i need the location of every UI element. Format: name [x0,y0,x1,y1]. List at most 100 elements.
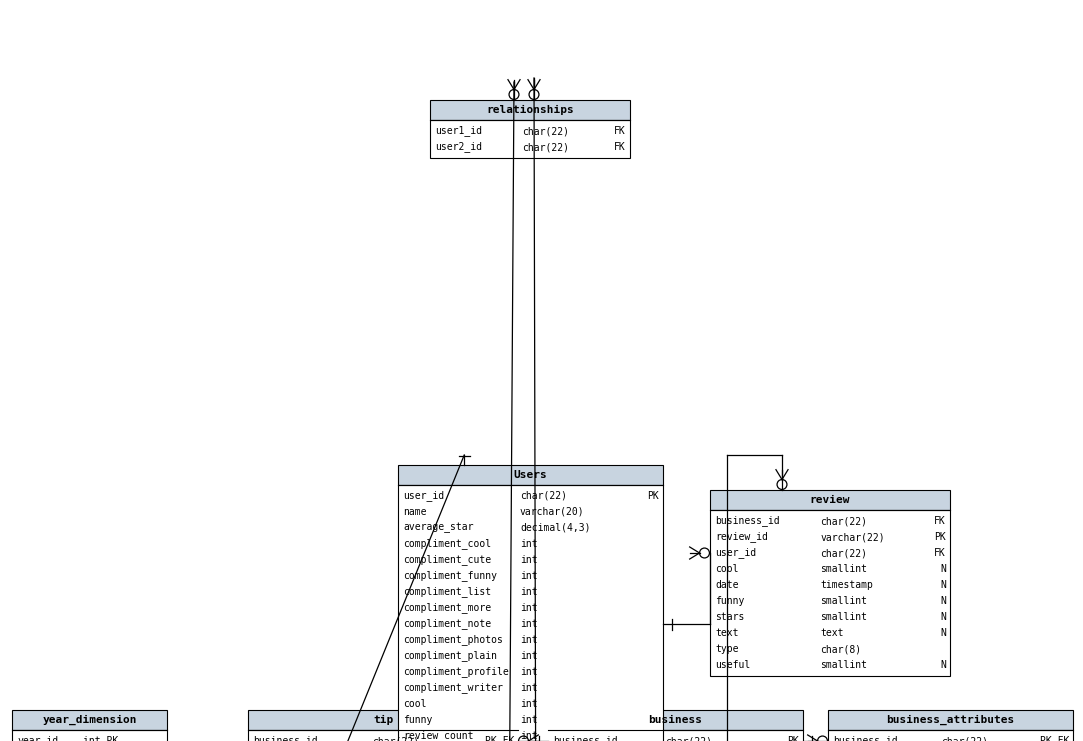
Text: N: N [940,580,945,590]
Text: int: int [520,683,537,693]
Text: date: date [715,580,739,590]
Text: cool: cool [715,564,739,574]
Text: PK FK: PK FK [484,736,514,741]
Text: int: int [520,731,537,741]
Text: FK: FK [935,516,945,526]
Text: user_id: user_id [403,491,444,502]
Text: char(22): char(22) [821,516,867,526]
Text: int PK: int PK [83,736,118,741]
Text: PK: PK [787,736,799,741]
Text: funny: funny [403,715,432,725]
Text: PK: PK [935,532,945,542]
Text: compliment_list: compliment_list [403,587,491,597]
Text: char(22): char(22) [941,736,988,741]
Text: compliment_funny: compliment_funny [403,571,497,582]
Text: compliment_plain: compliment_plain [403,651,497,662]
Text: int: int [520,651,537,661]
Text: smallint: smallint [821,660,867,670]
Text: compliment_cool: compliment_cool [403,539,491,550]
Text: char(22): char(22) [821,548,867,558]
Text: business_attributes: business_attributes [886,715,1015,725]
Text: N: N [940,596,945,606]
Text: review: review [810,495,850,505]
Text: int: int [520,635,537,645]
Text: PK: PK [648,491,658,501]
Bar [828,730,1073,741]
Text: business: business [649,715,703,725]
Bar [548,730,803,741]
Text: N: N [940,660,945,670]
Bar [430,120,630,158]
Text: smallint: smallint [821,612,867,622]
Text: int: int [520,715,537,725]
Text: compliment_cute: compliment_cute [403,554,491,565]
Text: FK: FK [935,548,945,558]
Text: user1_id: user1_id [435,125,482,136]
Bar [828,710,1073,730]
Bar [397,485,663,741]
Text: char(22): char(22) [520,491,566,501]
Text: FK: FK [614,126,626,136]
Text: int: int [520,619,537,629]
Bar [397,465,663,485]
Text: user_id: user_id [715,548,756,559]
Text: smallint: smallint [821,596,867,606]
Text: timestamp: timestamp [821,580,873,590]
Text: int: int [520,539,537,549]
Text: int: int [520,571,537,581]
Text: review_count: review_count [403,731,473,741]
Bar [710,490,950,510]
Text: decimal(4,3): decimal(4,3) [520,523,590,533]
Text: PK FK: PK FK [1040,736,1069,741]
Text: stars: stars [715,612,744,622]
Text: review_id: review_id [715,531,768,542]
Bar [548,710,803,730]
Text: compliment_note: compliment_note [403,619,491,629]
Text: char(22): char(22) [522,126,569,136]
Text: business_id: business_id [715,516,780,526]
Text: type: type [715,644,739,654]
Text: FK: FK [614,142,626,152]
Text: char(22): char(22) [665,736,713,741]
Text: N: N [940,564,945,574]
Text: char(22): char(22) [522,142,569,152]
Bar [710,510,950,676]
Text: average_star: average_star [403,523,473,534]
Text: N: N [940,612,945,622]
Text: relationships: relationships [486,105,574,115]
Text: int: int [520,555,537,565]
Text: cool: cool [403,699,427,709]
Text: text: text [715,628,739,638]
Text: business_id: business_id [833,736,898,741]
Text: business_id: business_id [553,736,617,741]
Bar [248,730,518,741]
Text: int: int [520,667,537,677]
Text: business_id: business_id [253,736,317,741]
Text: N: N [940,628,945,638]
Text: int: int [520,699,537,709]
Text: compliment_profile: compliment_profile [403,667,509,677]
Text: smallint: smallint [821,564,867,574]
Text: compliment_more: compliment_more [403,602,491,614]
Text: year_id: year_id [17,736,58,741]
Text: user2_id: user2_id [435,142,482,153]
Text: Users: Users [513,470,547,480]
Bar [12,710,167,730]
Text: useful: useful [715,660,751,670]
Bar [248,710,518,730]
Text: name: name [403,507,427,517]
Bar [12,730,167,741]
Text: compliment_writer: compliment_writer [403,682,503,694]
Text: int: int [520,603,537,613]
Text: year_dimension: year_dimension [42,715,136,725]
Text: varchar(22): varchar(22) [821,532,885,542]
Text: char(8): char(8) [821,644,861,654]
Text: varchar(20): varchar(20) [520,507,585,517]
Bar [430,100,630,120]
Text: text: text [821,628,844,638]
Text: tip: tip [373,715,393,725]
Text: char(22): char(22) [373,736,419,741]
Text: int: int [520,587,537,597]
Text: funny: funny [715,596,744,606]
Text: compliment_photos: compliment_photos [403,634,503,645]
